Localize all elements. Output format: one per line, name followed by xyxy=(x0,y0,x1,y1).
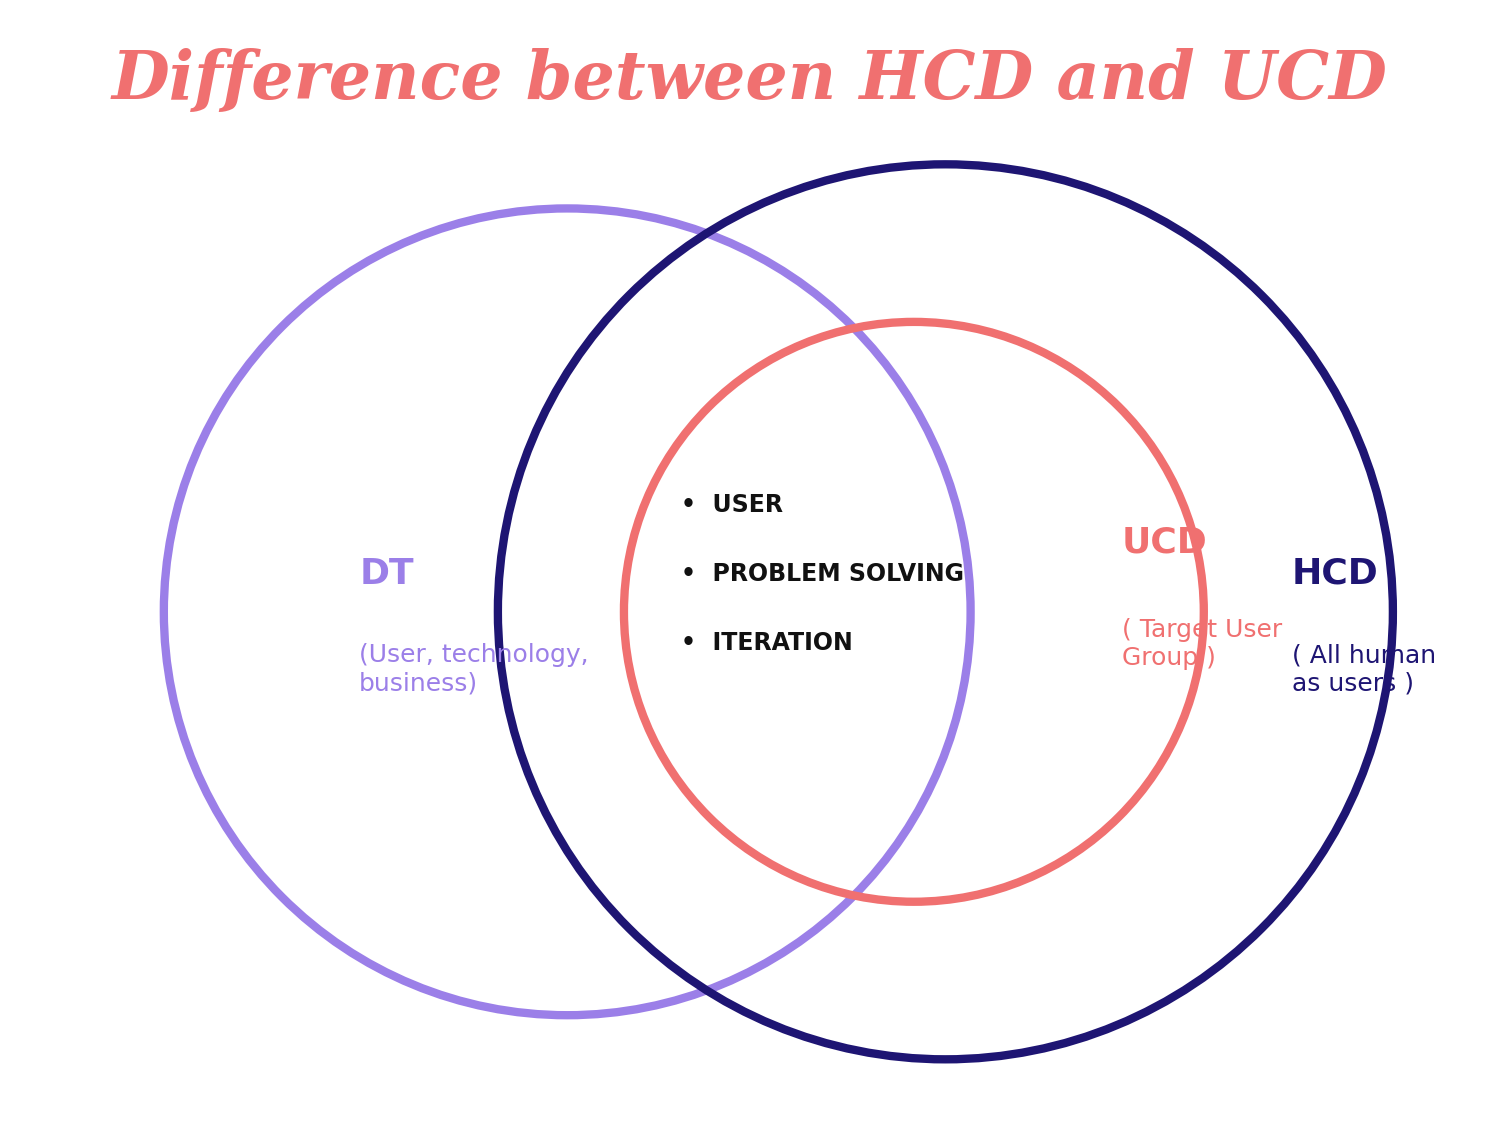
Text: •  USER: • USER xyxy=(681,492,783,517)
Text: Difference between HCD and UCD: Difference between HCD and UCD xyxy=(112,48,1388,113)
Text: ( All human
as users ): ( All human as users ) xyxy=(1292,643,1436,696)
Text: •  PROBLEM SOLVING: • PROBLEM SOLVING xyxy=(681,563,963,585)
Text: ( Target User
Group ): ( Target User Group ) xyxy=(1122,618,1282,670)
Text: •  ITERATION: • ITERATION xyxy=(681,631,852,656)
Text: DT: DT xyxy=(358,557,414,591)
Text: HCD: HCD xyxy=(1292,557,1378,591)
Text: UCD: UCD xyxy=(1122,526,1208,559)
Text: (User, technology,
business): (User, technology, business) xyxy=(358,643,590,696)
